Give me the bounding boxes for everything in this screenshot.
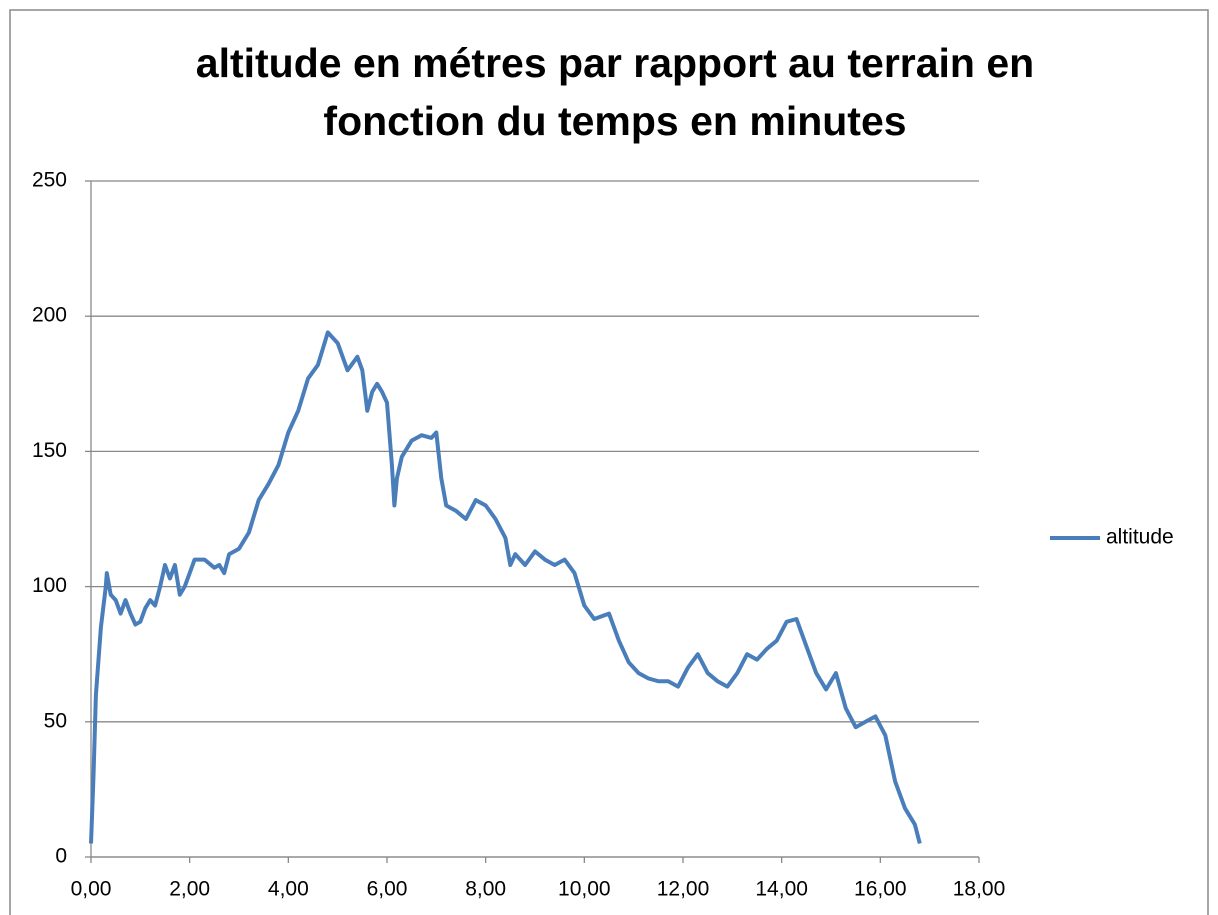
chart-title: altitude en métres par rapport au terrai… xyxy=(195,40,1035,144)
x-tick-label: 0,00 xyxy=(71,878,112,901)
y-tick-label: 200 xyxy=(32,304,67,327)
x-tick-label: 8,00 xyxy=(465,878,506,901)
y-tick-label: 250 xyxy=(32,169,67,192)
x-tick-label: 4,00 xyxy=(268,878,309,901)
y-tick-label: 150 xyxy=(32,439,67,462)
chart-border xyxy=(9,9,1209,915)
x-tick-label: 6,00 xyxy=(367,878,408,901)
x-tick-label: 14,00 xyxy=(755,878,808,901)
legend-label: altitude xyxy=(1106,526,1174,549)
x-tick-label: 12,00 xyxy=(657,878,710,901)
x-tick-label: 18,00 xyxy=(953,878,1006,901)
x-tick-label: 10,00 xyxy=(558,878,611,901)
x-tick-label: 2,00 xyxy=(169,878,210,901)
y-tick-label: 100 xyxy=(32,574,67,597)
x-tick-label: 16,00 xyxy=(854,878,907,901)
data-line xyxy=(89,330,922,845)
y-tick-label: 0 xyxy=(55,845,67,868)
y-tick-label: 50 xyxy=(44,709,67,732)
